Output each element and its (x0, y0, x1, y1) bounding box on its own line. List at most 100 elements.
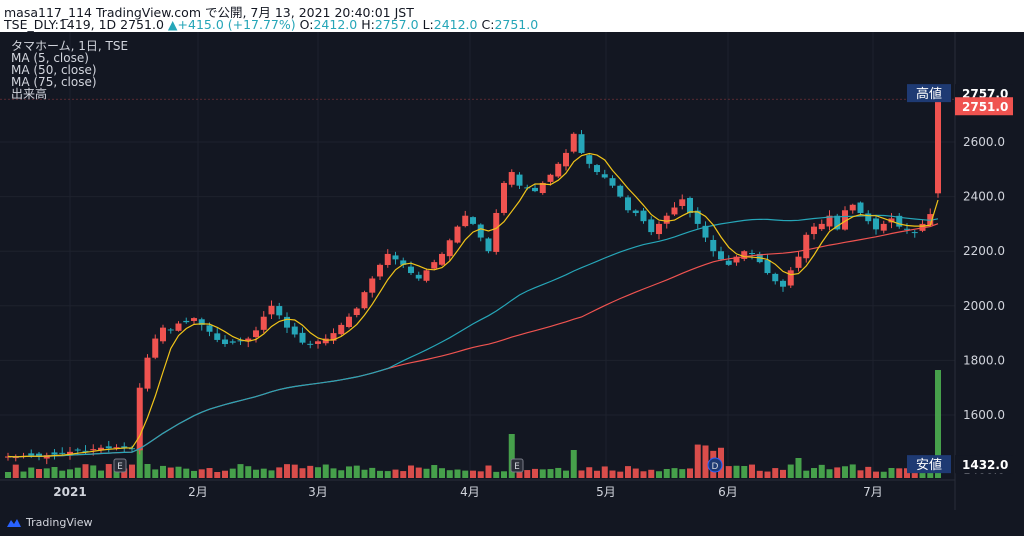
candle-body (578, 134, 585, 153)
time-tick-label: 7月 (863, 485, 883, 499)
volume-bar (191, 470, 197, 478)
volume-bar (787, 464, 794, 478)
candle-body (741, 251, 748, 259)
candle-body (67, 451, 73, 455)
candle-body (462, 215, 469, 227)
volume-bar (5, 472, 11, 478)
candle-body (601, 174, 608, 178)
candle-body (160, 327, 166, 342)
volume-bar (105, 464, 112, 478)
tradingview-logo[interactable]: TradingView (6, 516, 92, 529)
volume-bar (206, 468, 213, 478)
candle-body (904, 228, 910, 230)
candle-body (555, 163, 562, 177)
candle-body (795, 256, 802, 268)
volume-bar (694, 444, 701, 478)
volume-bar (501, 471, 507, 478)
legend-ma50: MA (50, close) (11, 63, 97, 77)
price-tick-label: 2000.0 (963, 299, 1005, 313)
candle-body (656, 223, 662, 235)
candle-body (446, 240, 453, 257)
volume-bar (493, 471, 500, 478)
candle-body (648, 219, 655, 233)
candle-body (857, 202, 864, 213)
candle-body (640, 210, 647, 222)
volume-bar (82, 464, 89, 478)
candle-body (733, 256, 740, 263)
volume-bar (346, 466, 352, 478)
earnings-marker-letter: E (514, 462, 520, 472)
volume-bar (818, 464, 825, 478)
volume-bar (811, 468, 817, 478)
candle-body (43, 455, 50, 459)
volume-bar (462, 470, 469, 478)
candle-body (98, 447, 104, 451)
candle-body (935, 100, 941, 194)
candle-body (82, 450, 89, 452)
volume-bar (516, 467, 523, 478)
volume-bar (392, 469, 399, 478)
volume-bar (826, 469, 833, 478)
volume-bar (617, 471, 624, 478)
high-label: H: (361, 17, 375, 32)
high-flag-label: 高値 (916, 86, 942, 102)
price-tick-label: 1600.0 (963, 408, 1005, 422)
volume-bar (222, 470, 228, 478)
volume-bar (849, 464, 856, 478)
candle-body (772, 273, 779, 282)
candle-body (493, 212, 500, 252)
candle-body (307, 343, 314, 345)
price-chart[interactable]: 2600.02400.02200.02000.01800.01600.01400… (0, 32, 1024, 510)
symbol-label: TSE_DLY:1419, 1D (4, 17, 117, 32)
candle-body (803, 234, 810, 259)
volume-bar (640, 471, 647, 478)
volume-bar (260, 468, 267, 478)
volume-bar (338, 470, 345, 478)
candle-body (353, 308, 360, 316)
candle-body (842, 210, 848, 230)
volume-bars (5, 370, 941, 478)
candle-body (206, 325, 213, 332)
price-tick-label: 2600.0 (963, 135, 1005, 149)
volume-bar (609, 470, 616, 478)
last-price: 2751.0 (120, 17, 164, 32)
candle-body (710, 239, 717, 252)
candle-body (167, 329, 174, 331)
candle-body (563, 152, 569, 167)
volume-bar (408, 465, 414, 478)
volume-bar (741, 465, 748, 478)
candle-body (36, 453, 42, 457)
candle-body (175, 323, 182, 331)
candle-body (625, 197, 631, 211)
volume-bar (198, 469, 205, 478)
volume-bar (12, 464, 19, 478)
volume-bar (369, 467, 376, 478)
volume-bar (253, 469, 259, 478)
time-tick-label: 6月 (718, 485, 738, 499)
price-tick-label: 2200.0 (963, 244, 1005, 258)
volume-bar (749, 464, 755, 478)
candle-body (888, 218, 895, 223)
time-axis[interactable]: 2021 2月 3月 4月 5月 6月 7月 (53, 485, 883, 499)
volume-bar (315, 467, 321, 478)
moving-averages (7, 152, 939, 458)
candle-body (811, 226, 817, 235)
candle-body (873, 218, 879, 230)
candle-body (415, 274, 422, 279)
volume-bar (268, 470, 275, 478)
volume-bar (136, 448, 143, 478)
legend: タマホーム, 1日, TSE MA (5, close) MA (50, clo… (11, 40, 128, 100)
volume-bar (865, 466, 872, 478)
volume-bar (896, 468, 903, 478)
candle-body (501, 182, 507, 213)
volume-bar (299, 468, 306, 478)
volume-bar (601, 466, 608, 478)
ohlc-line: TSE_DLY:1419, 1D 2751.0 ▲+415.0 (+17.77%… (4, 17, 538, 32)
open-label: O: (299, 17, 314, 32)
volume-bar (129, 464, 135, 478)
volume-bar (144, 464, 151, 478)
candle-body (214, 333, 221, 340)
ma50-line (7, 214, 939, 458)
